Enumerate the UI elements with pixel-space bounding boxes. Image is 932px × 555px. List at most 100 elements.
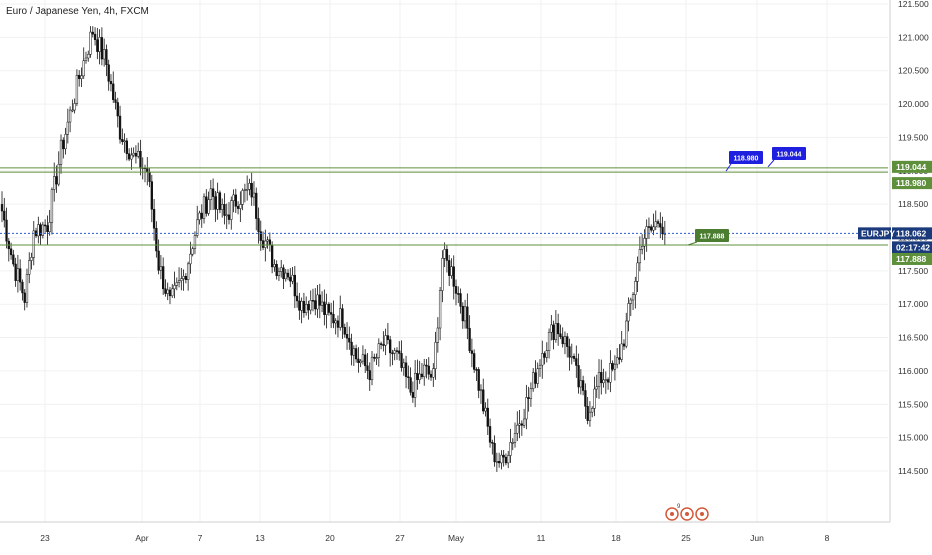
- candle: [216, 192, 219, 210]
- candle: [604, 379, 607, 381]
- candle: [139, 151, 142, 169]
- candle: [239, 204, 242, 209]
- callout-118980-box[interactable]: [729, 151, 763, 164]
- candle: [241, 190, 244, 205]
- candle: [445, 249, 449, 261]
- candle: [529, 388, 533, 399]
- candle: [507, 455, 510, 464]
- candle: [659, 223, 662, 228]
- y-tick-label: 115.000: [898, 433, 928, 443]
- callout-117888-pointer: [687, 241, 698, 246]
- candle: [459, 293, 462, 307]
- candle: [461, 306, 464, 322]
- candle: [409, 377, 412, 393]
- candle: [345, 334, 349, 339]
- candle: [484, 407, 487, 412]
- candle: [441, 258, 444, 291]
- candle: [266, 239, 269, 242]
- candle: [221, 204, 224, 210]
- candle: [0, 204, 4, 212]
- candle: [631, 294, 635, 301]
- tag-countdown-bg: [892, 241, 932, 254]
- candle: [511, 442, 514, 444]
- candle: [53, 176, 56, 190]
- candle: [616, 357, 619, 365]
- candle: [518, 423, 521, 426]
- candle: [418, 373, 421, 380]
- candle: [198, 212, 201, 221]
- x-tick-label: 27: [395, 533, 405, 543]
- candle: [389, 339, 392, 354]
- candle: [520, 423, 523, 426]
- candle: [566, 336, 569, 347]
- candle: [443, 249, 446, 259]
- x-tick-label: 13: [255, 533, 265, 543]
- tag-119044-bg: [892, 160, 932, 173]
- candle: [89, 31, 92, 55]
- candle: [640, 246, 644, 250]
- y-tick-label: 115.500: [898, 399, 928, 409]
- candle: [177, 280, 181, 283]
- symbol-tag: EURJPY: [861, 228, 895, 238]
- candle: [232, 194, 235, 201]
- candle: [118, 115, 122, 140]
- y-tick-label: 114.500: [898, 466, 928, 476]
- candle: [561, 336, 564, 345]
- candle: [343, 327, 346, 335]
- y-tick-label: 117.000: [898, 299, 928, 309]
- candle: [495, 461, 499, 463]
- candle: [284, 272, 287, 280]
- candle: [332, 314, 335, 324]
- callout-119044-box[interactable]: [772, 147, 806, 160]
- candle: [227, 214, 231, 220]
- candle: [629, 299, 632, 304]
- candle: [200, 212, 203, 219]
- candle: [186, 263, 190, 280]
- candle: [595, 386, 598, 390]
- candle: [538, 364, 542, 369]
- candle: [155, 227, 158, 252]
- candle: [334, 320, 337, 324]
- candle: [5, 219, 8, 242]
- candle: [257, 218, 260, 232]
- y-tick-label: 121.000: [898, 32, 929, 42]
- candle: [361, 354, 365, 362]
- candle: [191, 248, 194, 255]
- callout-117888-box[interactable]: [695, 229, 729, 242]
- candle: [157, 250, 160, 271]
- candle: [522, 418, 526, 426]
- candle: [193, 235, 197, 249]
- candle: [513, 432, 517, 443]
- x-tick-label: Apr: [135, 533, 148, 543]
- candle: [407, 376, 410, 378]
- candle: [393, 350, 396, 354]
- candle: [366, 365, 369, 371]
- candle: [57, 164, 60, 185]
- candle: [112, 83, 115, 100]
- candle: [325, 303, 328, 315]
- candle: [277, 271, 281, 276]
- candle: [350, 341, 353, 356]
- candle: [411, 392, 415, 398]
- candle: [586, 406, 589, 421]
- candle: [9, 248, 13, 256]
- candle: [373, 356, 376, 359]
- candle: [477, 369, 480, 391]
- candle: [55, 176, 58, 185]
- candle: [470, 350, 474, 354]
- candle: [602, 379, 605, 384]
- candle: [50, 189, 54, 223]
- candle: [66, 121, 69, 135]
- candle: [654, 221, 657, 228]
- candle: [377, 343, 380, 358]
- candle: [98, 37, 101, 52]
- y-tick-label: 117.500: [898, 266, 928, 276]
- candle: [341, 308, 344, 328]
- candle: [189, 253, 192, 265]
- candle: [12, 254, 15, 265]
- candle: [289, 276, 292, 282]
- callout-119044-pointer: [767, 159, 775, 168]
- candle: [100, 37, 104, 60]
- event-icon-dot: [700, 512, 704, 516]
